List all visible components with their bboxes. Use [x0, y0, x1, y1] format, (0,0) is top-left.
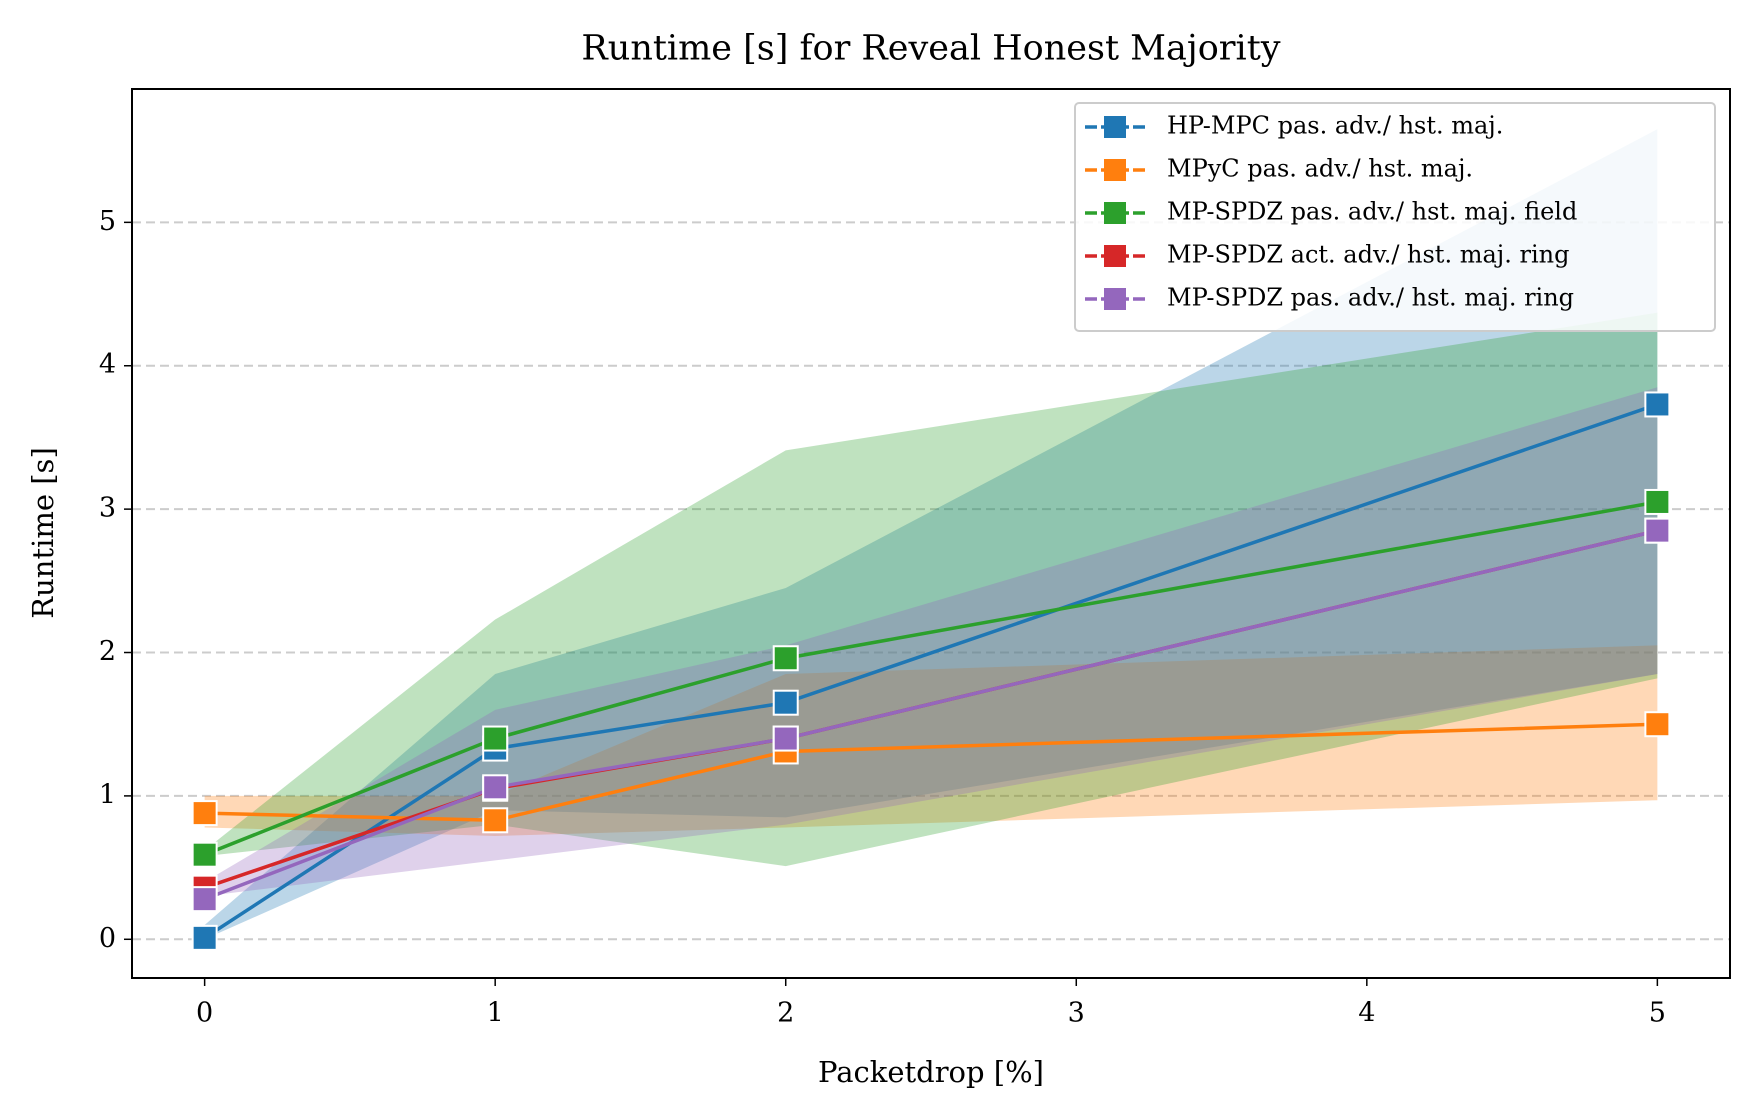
legend-label: MPyC pas. adv./ hst. maj. [1167, 155, 1473, 183]
x-tick-label: 2 [777, 998, 794, 1029]
x-tick-label: 1 [487, 998, 504, 1029]
y-tick-label: 1 [99, 779, 116, 810]
marker [482, 807, 509, 834]
marker [191, 886, 218, 913]
marker [772, 645, 799, 672]
legend-marker [1104, 288, 1126, 310]
series-line [203, 500, 1658, 857]
marker [191, 924, 218, 951]
marker [1644, 711, 1671, 738]
series-line [204, 722, 1658, 823]
y-tick-label: 5 [99, 206, 116, 237]
y-tick-label: 4 [99, 349, 116, 380]
legend-marker [1104, 245, 1126, 267]
legend-label: HP-MPC pas. adv./ hst. maj. [1167, 112, 1503, 140]
legend-box [1074, 102, 1716, 332]
marker [1644, 488, 1671, 515]
y-tick-label: 0 [99, 923, 116, 954]
error-band [204, 645, 1658, 837]
marker [482, 725, 509, 752]
error-band [204, 387, 1658, 897]
y-axis-label: Runtime [s] [26, 447, 60, 619]
plot-frame [131, 88, 1731, 979]
marker [1644, 391, 1671, 418]
x-tick-label: 0 [196, 998, 213, 1029]
chart-title: Runtime [s] for Reveal Honest Majority [581, 29, 1280, 69]
marker [482, 774, 509, 801]
marker [191, 800, 218, 827]
legend-label: MP-SPDZ pas. adv./ hst. maj. field [1167, 198, 1577, 226]
legend-marker [1104, 116, 1126, 138]
x-tick-label: 3 [1068, 998, 1085, 1029]
error-band [204, 312, 1658, 867]
marker [772, 725, 799, 752]
x-tick-label: 4 [1358, 998, 1375, 1029]
series-line [204, 528, 1658, 901]
y-tick-label: 2 [99, 636, 116, 667]
marker [191, 841, 218, 868]
marker [1644, 517, 1671, 544]
x-tick-label: 5 [1649, 998, 1666, 1029]
marker [772, 689, 799, 716]
legend-marker [1104, 202, 1126, 224]
legend-label: MP-SPDZ act. adv./ hst. maj. ring [1167, 241, 1569, 269]
legend-marker [1104, 159, 1126, 181]
y-tick-label: 3 [99, 493, 116, 524]
x-axis-label: Packetdrop [%] [818, 1055, 1044, 1089]
legend-label: MP-SPDZ pas. adv./ hst. maj. ring [1167, 284, 1574, 312]
legend: HP-MPC pas. adv./ hst. maj. MPyC pas. adv… [1074, 102, 1716, 332]
